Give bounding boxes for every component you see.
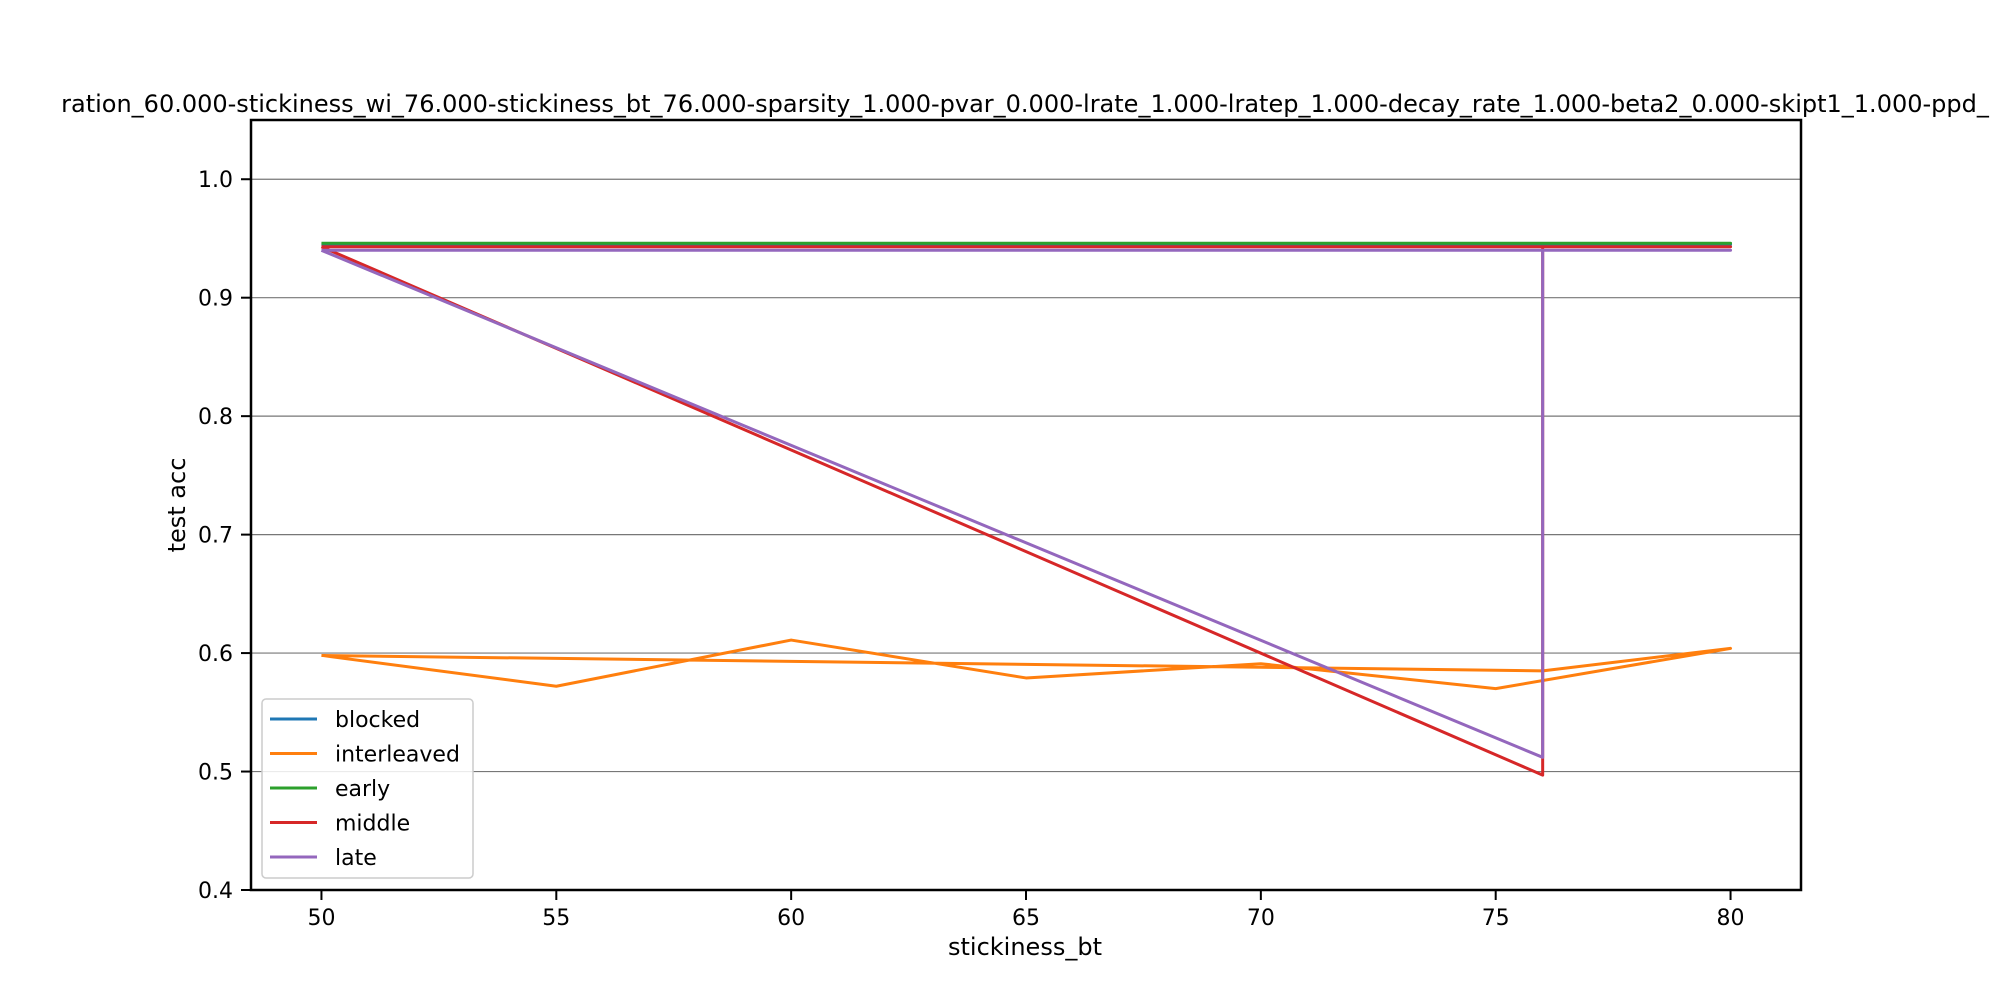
x-axis-label: stickiness_bt xyxy=(948,933,1102,961)
x-axis-ticks: 50 55 60 65 70 75 80 xyxy=(307,890,1745,931)
series-line-interleaved xyxy=(321,638,1733,691)
legend-label-blocked: blocked xyxy=(335,708,420,733)
y-axis-ticks: 0.4 0.5 0.6 0.7 0.8 0.9 1.0 xyxy=(198,168,251,904)
grid-lines xyxy=(251,178,1801,773)
series-line-middle xyxy=(320,245,1733,777)
series-lines xyxy=(320,241,1733,777)
y-tick-label: 0.8 xyxy=(198,405,233,430)
x-tick-label: 55 xyxy=(542,906,570,931)
x-tick-label: 80 xyxy=(1717,906,1745,931)
y-tick-label: 0.4 xyxy=(198,879,233,904)
legend-label-late: late xyxy=(335,846,377,871)
x-tick-label: 65 xyxy=(1012,906,1040,931)
plot-frame xyxy=(249,118,1803,892)
series-line-late xyxy=(320,248,1733,759)
y-tick-label: 0.5 xyxy=(198,761,233,786)
y-tick-label: 0.9 xyxy=(198,287,233,312)
legend-label-interleaved: interleaved xyxy=(335,743,460,768)
x-tick-label: 70 xyxy=(1247,906,1275,931)
legend-box xyxy=(261,698,474,879)
chart-title: ration_60.000-stickiness_wi_76.000-stick… xyxy=(61,90,1990,118)
y-tick-label: 0.6 xyxy=(198,642,233,667)
y-tick-label: 0.7 xyxy=(198,524,233,549)
x-tick-label: 75 xyxy=(1482,906,1510,931)
legend-label-middle: middle xyxy=(335,812,410,837)
x-tick-label: 50 xyxy=(307,906,335,931)
x-tick-label: 60 xyxy=(777,906,805,931)
legend: blocked interleaved early middle late xyxy=(261,698,474,879)
legend-label-early: early xyxy=(335,777,390,802)
y-tick-label: 1.0 xyxy=(198,168,233,193)
y-axis-label: test acc xyxy=(163,458,191,553)
